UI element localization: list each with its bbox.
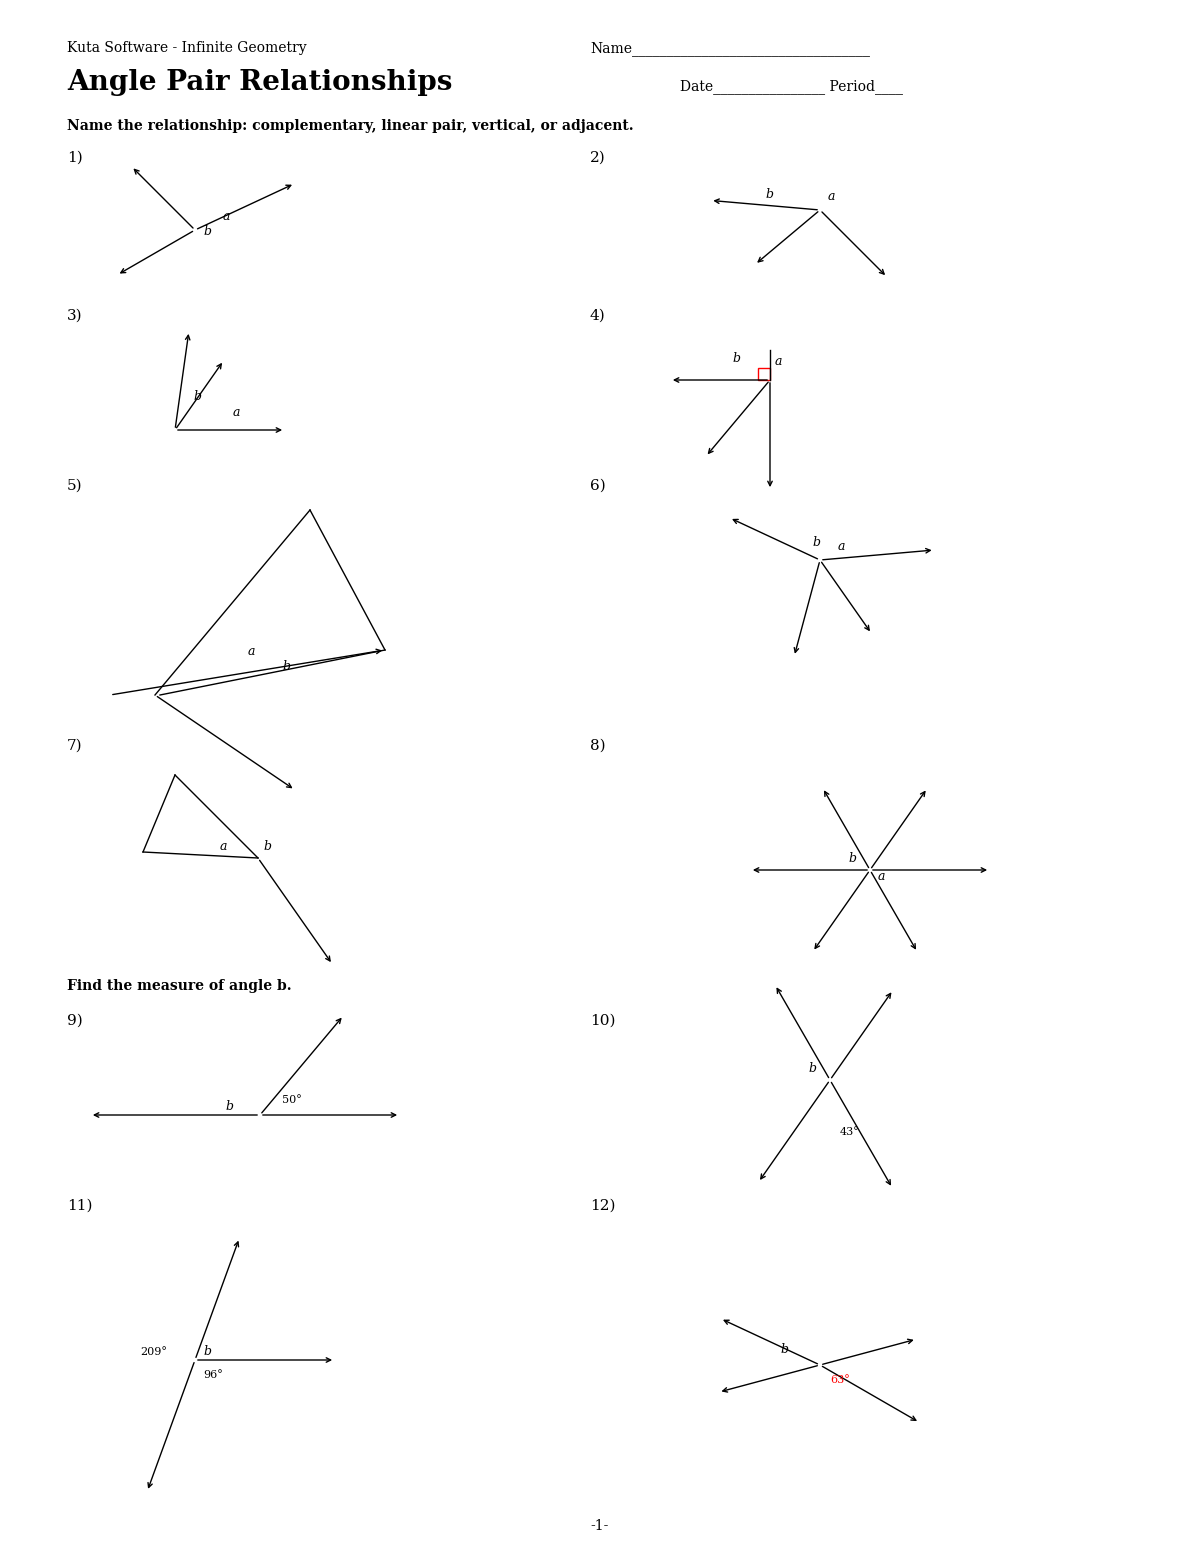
Text: b: b bbox=[848, 853, 856, 865]
Text: 96°: 96° bbox=[203, 1370, 223, 1381]
Text: 6): 6) bbox=[590, 478, 606, 492]
Text: b: b bbox=[203, 1345, 211, 1357]
Text: 3): 3) bbox=[67, 309, 83, 323]
Text: 5): 5) bbox=[67, 478, 83, 492]
Text: 12): 12) bbox=[590, 1199, 616, 1213]
Text: Find the measure of angle b.: Find the measure of angle b. bbox=[67, 978, 292, 992]
Text: a: a bbox=[838, 540, 846, 553]
Text: 9): 9) bbox=[67, 1014, 83, 1028]
Text: b: b bbox=[732, 353, 740, 365]
Text: a: a bbox=[233, 405, 240, 419]
Text: b: b bbox=[808, 1062, 816, 1075]
Text: b: b bbox=[203, 225, 211, 238]
Text: 4): 4) bbox=[590, 309, 606, 323]
Text: 209°: 209° bbox=[140, 1346, 167, 1357]
Text: b: b bbox=[226, 1100, 233, 1114]
Text: a: a bbox=[878, 870, 886, 884]
Text: Kuta Software - Infinite Geometry: Kuta Software - Infinite Geometry bbox=[67, 40, 307, 54]
Text: 50°: 50° bbox=[282, 1095, 301, 1106]
Text: a: a bbox=[223, 210, 230, 224]
Text: b: b bbox=[766, 188, 773, 200]
Text: 1): 1) bbox=[67, 151, 83, 165]
Text: -1-: -1- bbox=[590, 1519, 610, 1533]
Text: a: a bbox=[775, 356, 782, 368]
Text: 10): 10) bbox=[590, 1014, 616, 1028]
Text: Date________________ Period____: Date________________ Period____ bbox=[680, 79, 904, 93]
Text: b: b bbox=[193, 390, 202, 402]
Text: 43°: 43° bbox=[840, 1127, 859, 1137]
Text: 8): 8) bbox=[590, 739, 606, 753]
Text: Angle Pair Relationships: Angle Pair Relationships bbox=[67, 68, 452, 96]
Text: b: b bbox=[282, 660, 290, 672]
Text: 11): 11) bbox=[67, 1199, 92, 1213]
Text: Name the relationship: complementary, linear pair, vertical, or adjacent.: Name the relationship: complementary, li… bbox=[67, 120, 634, 134]
Text: 63°: 63° bbox=[830, 1374, 850, 1385]
Text: b: b bbox=[263, 840, 271, 853]
Text: b: b bbox=[812, 536, 820, 550]
Text: b: b bbox=[780, 1343, 788, 1356]
Text: Name__________________________________: Name__________________________________ bbox=[590, 40, 870, 56]
Text: a: a bbox=[248, 644, 256, 658]
Text: 2): 2) bbox=[590, 151, 606, 165]
Text: a: a bbox=[828, 189, 835, 203]
Text: a: a bbox=[220, 840, 228, 853]
Bar bbox=[758, 368, 770, 380]
Text: 7): 7) bbox=[67, 739, 83, 753]
